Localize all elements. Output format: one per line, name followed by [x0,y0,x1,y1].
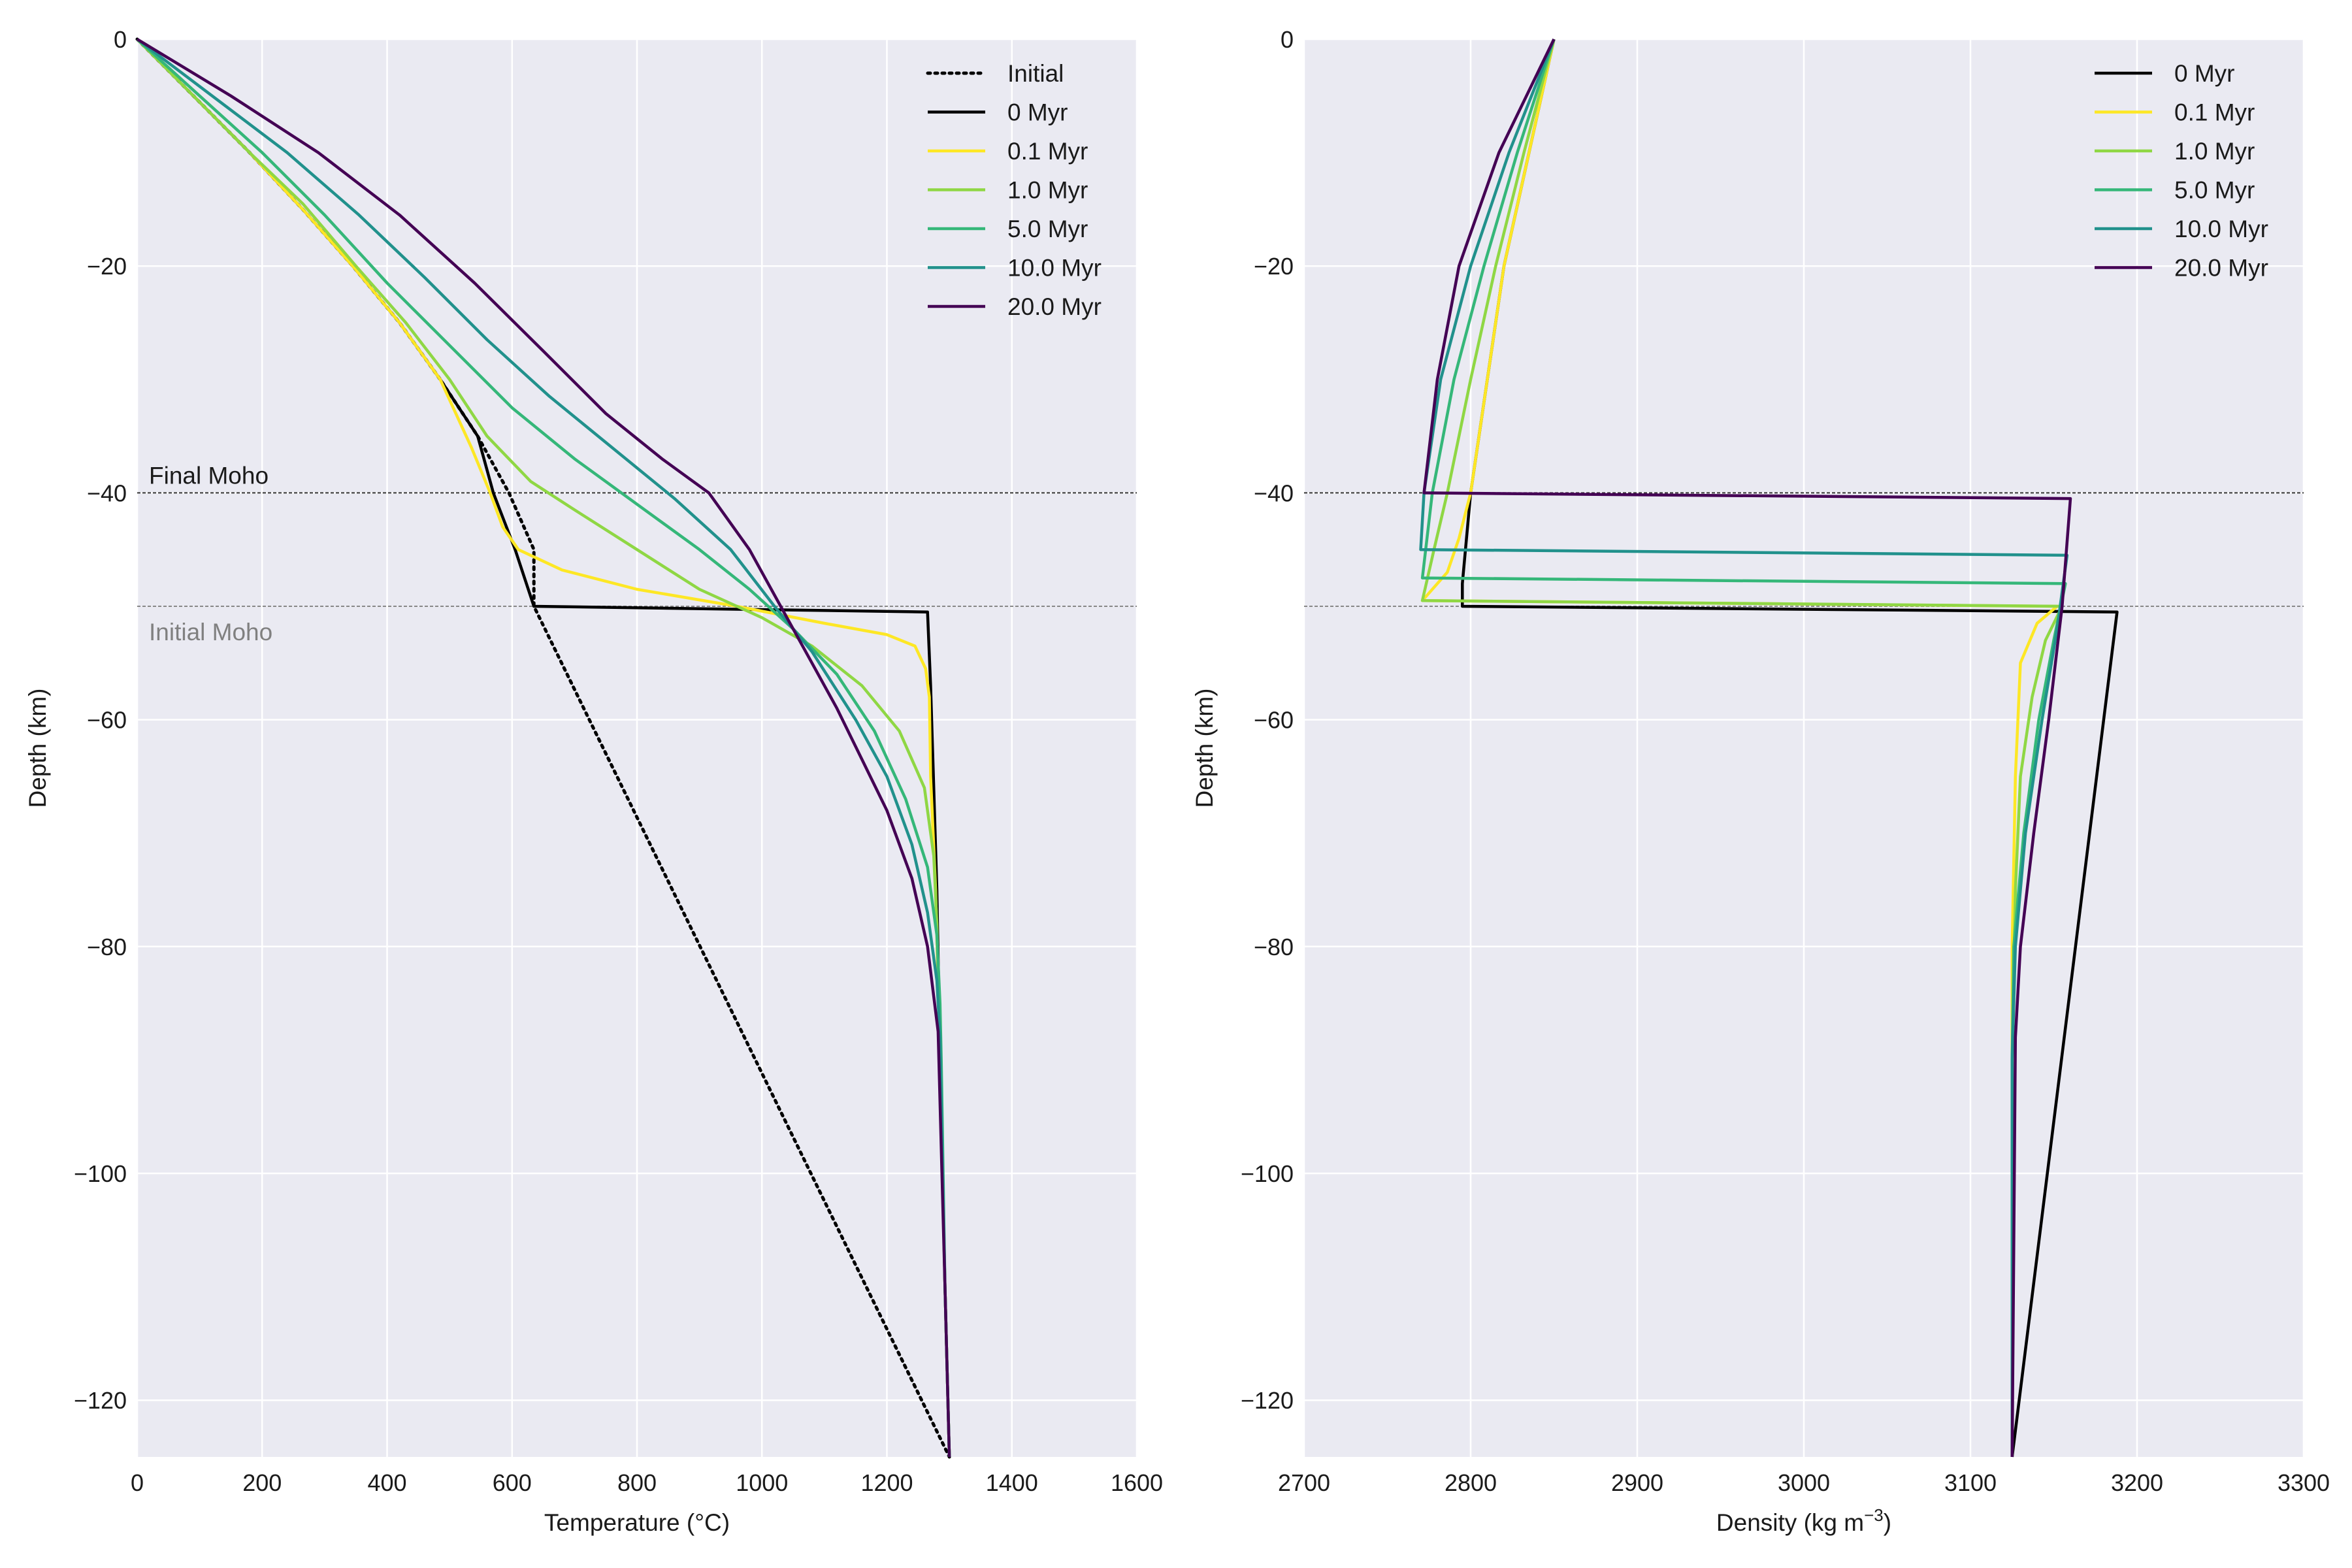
legend: 0 Myr 0.1 Myr 1.0 Myr 5.0 Myr 10.0 Myr 20.0 M… [2095,60,2268,282]
panel-temperature: Final Moho Initial Moho 0 200 400 600 800 1000 1… [24,26,1163,1536]
x-tick-label: 3300 [2278,1469,2330,1496]
x-axis-label-end: ) [1884,1509,1891,1536]
y-tick-label: −20 [1254,253,1294,280]
x-tick-label: 200 [242,1469,282,1496]
y-axis-label: Depth (km) [24,689,51,808]
legend-label: 5.0 Myr [1007,216,1088,242]
legend-label: 5.0 Myr [2174,177,2255,204]
series-line-0-1-myr [136,38,951,1458]
legend-label: 0.1 Myr [2174,99,2255,126]
series-line-20-0-myr [136,38,951,1458]
y-tick-label: −60 [1254,707,1294,734]
panel-density: 2700 2800 2900 3000 3100 3200 3300 0 −20 −40 −60 −8… [1191,26,2330,1536]
series-line-5-0-myr [1420,39,2067,1457]
y-tick-label: −100 [74,1160,127,1187]
x-tick-label: 2800 [1445,1469,1497,1496]
legend-label: 0 Myr [1007,99,1068,126]
y-tick-label: −100 [1241,1160,1294,1187]
legend-label: 20.0 Myr [2174,255,2268,282]
x-tick-label: 1000 [736,1469,788,1496]
legend-label: 10.0 Myr [2174,216,2268,242]
y-tick-label: −80 [1254,934,1294,960]
x-tick-label: 3000 [1778,1469,1830,1496]
x-tick-label: 800 [617,1469,657,1496]
y-tick-label: −40 [87,480,127,506]
final-moho-label: Final Moho [149,462,269,489]
x-tick-label: 400 [367,1469,406,1496]
y-tick-label: −120 [74,1387,127,1414]
y-tick-label: 0 [114,26,127,53]
y-axis-label: Depth (km) [1191,689,1218,808]
y-tick-label: −120 [1241,1387,1294,1414]
x-tick-label: 2700 [1278,1469,1330,1496]
legend-label: 1.0 Myr [2174,138,2255,165]
series-line-10-0-myr [136,38,951,1458]
x-tick-label: 2900 [1611,1469,1663,1496]
x-tick-label: 600 [493,1469,532,1496]
x-tick-label: 3200 [2111,1469,2163,1496]
legend-label: 20.0 Myr [1007,293,1102,320]
x-axis-label: Density (kg m−3) [1716,1505,1891,1536]
y-tick-label: −20 [87,253,127,280]
y-tick-label: −40 [1254,480,1294,506]
x-tick-label: 1600 [1111,1469,1163,1496]
y-tick-label: 0 [1281,26,1294,53]
legend-label: 0.1 Myr [1007,138,1088,165]
y-tick-label: −80 [87,934,127,960]
x-axis-label: Temperature (°C) [544,1509,730,1536]
x-tick-label: 1400 [986,1469,1038,1496]
x-axis-label-exponent: −3 [1864,1505,1884,1525]
x-tick-label: 1200 [860,1469,913,1496]
series-line-5-0-myr [136,38,951,1458]
x-tick-label: 3100 [1944,1469,1997,1496]
legend-label: 1.0 Myr [1007,177,1088,204]
series-line-0-1-myr [1420,39,2059,1457]
legend-label: 0 Myr [2174,60,2235,87]
legend-label: Initial [1007,60,1064,87]
series-line-1-0-myr [136,38,951,1458]
x-tick-label: 0 [131,1469,144,1496]
series-line-1-0-myr [1420,39,2064,1457]
y-tick-label: −60 [87,707,127,734]
legend: Initial 0 Myr 0.1 Myr 1.0 Myr 5.0 Myr 10.0 My… [926,60,1102,320]
series-line-20-0-myr [1422,39,2072,1458]
initial-moho-label: Initial Moho [149,619,272,645]
legend-label: 10.0 Myr [1007,255,1102,282]
